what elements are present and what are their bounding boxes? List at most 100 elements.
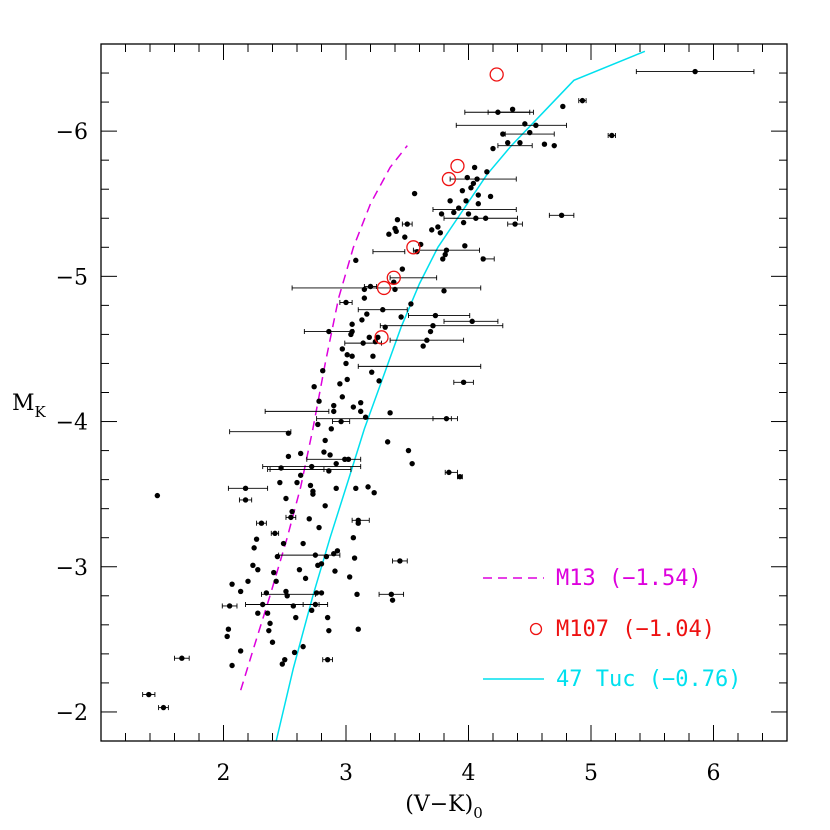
field-star-point: [309, 607, 315, 614]
field-star-point: [370, 353, 376, 359]
field-star-point: [437, 230, 444, 236]
field-star-point: [334, 548, 341, 554]
field-star-point: [255, 566, 261, 573]
field-star-point: [517, 140, 523, 146]
x-tick-label: 5: [584, 761, 598, 786]
field-star-point: [344, 352, 350, 358]
field-star-point: [371, 489, 377, 496]
field-star-point: [224, 633, 230, 640]
field-star-point: [475, 201, 481, 207]
field-star-point: [404, 221, 410, 227]
field-star-point: [484, 169, 490, 175]
field-star-point: [253, 536, 260, 542]
field-star-point: [266, 627, 272, 634]
legend-m13-label: M13 (−1.54): [556, 566, 702, 591]
tick-labels: 2 3 4 5 6 −2 −3 −4 −5 −6: [56, 120, 721, 786]
y-axis-title: MK: [12, 391, 47, 421]
field-star-point: [512, 221, 518, 227]
field-star-point: [277, 479, 283, 486]
field-star-point: [364, 311, 370, 317]
field-star-point: [225, 626, 232, 632]
field-star-point: [337, 381, 343, 387]
field-star-point: [327, 452, 333, 458]
y-tick-label: −3: [56, 556, 88, 581]
field-star-point: [388, 591, 395, 598]
field-star-point: [346, 574, 353, 580]
field-star-point: [146, 691, 152, 698]
field-star-point: [250, 562, 256, 568]
field-star-point: [331, 402, 337, 409]
field-star-point: [349, 321, 355, 327]
x-tick-label: 2: [217, 761, 231, 786]
field-star-point: [271, 569, 277, 576]
field-star-point: [229, 662, 235, 669]
field-star-point: [318, 561, 325, 567]
field-star-point: [495, 109, 501, 115]
field-star-point: [274, 553, 281, 560]
field-star-point: [296, 566, 303, 573]
field-star-point: [579, 97, 586, 104]
field-star-point: [242, 497, 249, 503]
field-star-point: [509, 106, 516, 113]
field-star-point: [284, 593, 290, 599]
field-star-point: [237, 648, 244, 654]
y-tick-label: −6: [56, 120, 88, 145]
field-star-point: [237, 588, 244, 595]
field-star-point: [490, 145, 496, 152]
field-star-point: [420, 343, 426, 349]
field-star-point: [297, 472, 304, 478]
m13-isochrone-line: [239, 145, 408, 691]
field-star-point: [267, 620, 273, 627]
field-star-point: [398, 314, 404, 320]
field-star-point: [609, 132, 615, 139]
field-star-point: [339, 394, 346, 400]
field-star-point: [242, 485, 249, 492]
field-star-point: [468, 185, 474, 191]
field-star-point: [320, 368, 326, 374]
field-star-point: [344, 376, 350, 383]
field-star-point: [154, 492, 161, 499]
field-star-point: [475, 192, 481, 198]
field-star-point: [358, 408, 364, 415]
field-star-point: [322, 503, 328, 509]
field-star-point: [321, 449, 327, 455]
field-star-point: [375, 334, 381, 341]
field-star-point: [313, 590, 320, 596]
field-star-point: [229, 581, 235, 587]
field-star-point: [297, 450, 304, 457]
field-star-point: [331, 550, 337, 557]
field-star-point: [551, 142, 557, 149]
m107-star-marker: [376, 280, 392, 296]
field-star-point: [692, 68, 698, 75]
field-star-point: [289, 508, 295, 515]
field-star-point: [312, 552, 319, 558]
field-star-point: [367, 283, 374, 290]
field-star-point: [309, 463, 315, 470]
field-star-point: [272, 530, 278, 537]
field-star-point: [264, 610, 271, 616]
field-star-point: [469, 318, 475, 325]
x-tick-label: 4: [462, 761, 476, 786]
field-star-point: [226, 603, 233, 609]
field-star-point: [343, 360, 349, 367]
field-star-point: [355, 626, 361, 632]
field-star-point: [353, 257, 359, 264]
field-star-point: [451, 209, 457, 216]
field-star-point: [459, 187, 466, 194]
field-star-point: [326, 627, 332, 634]
y-tick-label: −5: [56, 265, 88, 290]
field-star-point: [350, 404, 357, 410]
field-star-point: [293, 614, 299, 621]
field-star-point: [471, 164, 478, 171]
field-star-point: [440, 256, 446, 262]
field-star-point: [443, 415, 450, 422]
field-star-point: [361, 286, 368, 293]
field-star-point: [392, 286, 398, 293]
field-star-point: [288, 514, 294, 521]
field-star-point: [251, 545, 257, 551]
field-star-point: [285, 430, 292, 436]
field-star-point: [408, 301, 414, 307]
field-star-point: [290, 603, 297, 609]
field-star-point: [541, 141, 548, 147]
field-star-point: [349, 353, 355, 359]
